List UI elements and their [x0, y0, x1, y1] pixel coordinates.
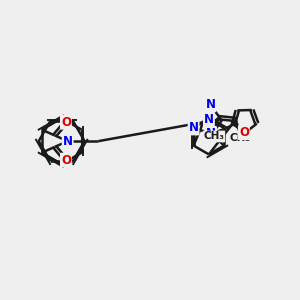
Text: O: O	[239, 126, 249, 139]
Text: O: O	[61, 154, 71, 167]
Text: N: N	[63, 135, 73, 148]
Text: CH₃: CH₃	[203, 131, 224, 142]
Text: N: N	[206, 98, 215, 111]
Text: N: N	[206, 127, 216, 140]
Text: CH₃: CH₃	[230, 133, 251, 143]
Text: N: N	[206, 127, 215, 140]
Text: N: N	[189, 122, 199, 134]
Text: N: N	[204, 112, 214, 126]
Text: O: O	[61, 116, 71, 129]
